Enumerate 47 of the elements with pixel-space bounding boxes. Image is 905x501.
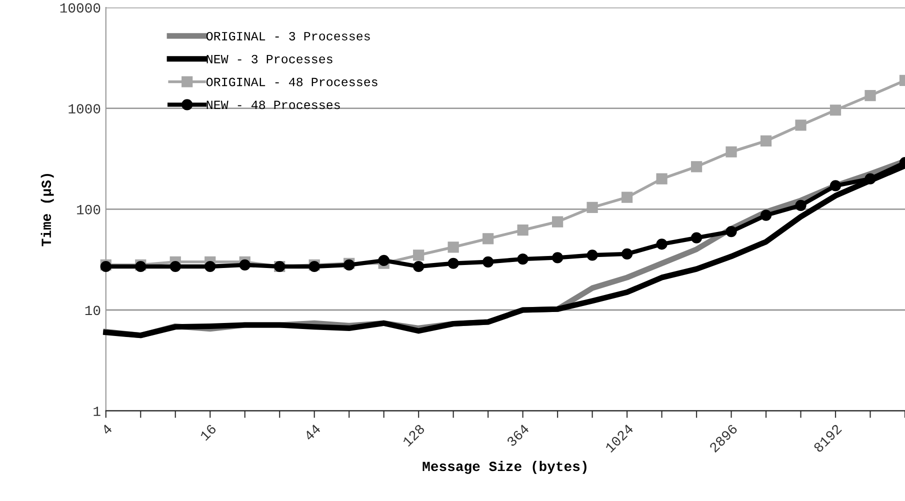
- legend-label: ORIGINAL - 3 Processes: [206, 32, 370, 40]
- point: [517, 254, 528, 265]
- y-axis-title: Time (µS): [40, 174, 54, 246]
- x-tick-label: 4: [101, 424, 113, 436]
- point: [726, 226, 737, 238]
- point: [726, 146, 737, 158]
- point: [413, 260, 424, 272]
- x-tick-label: 128: [402, 424, 426, 447]
- y-tick-label: 10000: [60, 3, 100, 13]
- y-tick-label: 1: [94, 406, 100, 416]
- x-tick-label: 364: [506, 424, 530, 447]
- point: [795, 200, 806, 211]
- point: [830, 180, 842, 192]
- point: [552, 252, 564, 264]
- point: [204, 260, 216, 272]
- point: [760, 135, 772, 146]
- y-tick-label: 100: [77, 204, 100, 214]
- point: [656, 173, 668, 184]
- legend-label: NEW - 48 Processes: [206, 100, 340, 110]
- point: [864, 173, 876, 184]
- point: [586, 202, 598, 214]
- point: [170, 260, 181, 272]
- point: [482, 233, 494, 244]
- x-axis-title: Message Size (bytes): [422, 460, 586, 474]
- point: [239, 259, 250, 270]
- point: [621, 248, 633, 260]
- point: [795, 120, 806, 131]
- y-tick-label: 10: [85, 306, 100, 316]
- point: [760, 210, 772, 221]
- x-tick-label: 16: [200, 424, 217, 441]
- point: [552, 216, 564, 228]
- point: [830, 104, 842, 116]
- point: [864, 90, 876, 102]
- x-tick-label: 44: [304, 424, 321, 442]
- point: [378, 254, 390, 266]
- point: [690, 161, 702, 172]
- point: [413, 250, 424, 261]
- legend-label: ORIGINAL - 48 Processes: [206, 78, 378, 86]
- point: [621, 192, 633, 203]
- point: [690, 232, 702, 244]
- y-tick-label: 1000: [68, 104, 100, 114]
- point: [482, 256, 494, 268]
- point: [517, 224, 528, 236]
- point: [656, 238, 668, 250]
- point: [448, 258, 459, 269]
- point: [448, 242, 459, 253]
- point: [586, 250, 598, 261]
